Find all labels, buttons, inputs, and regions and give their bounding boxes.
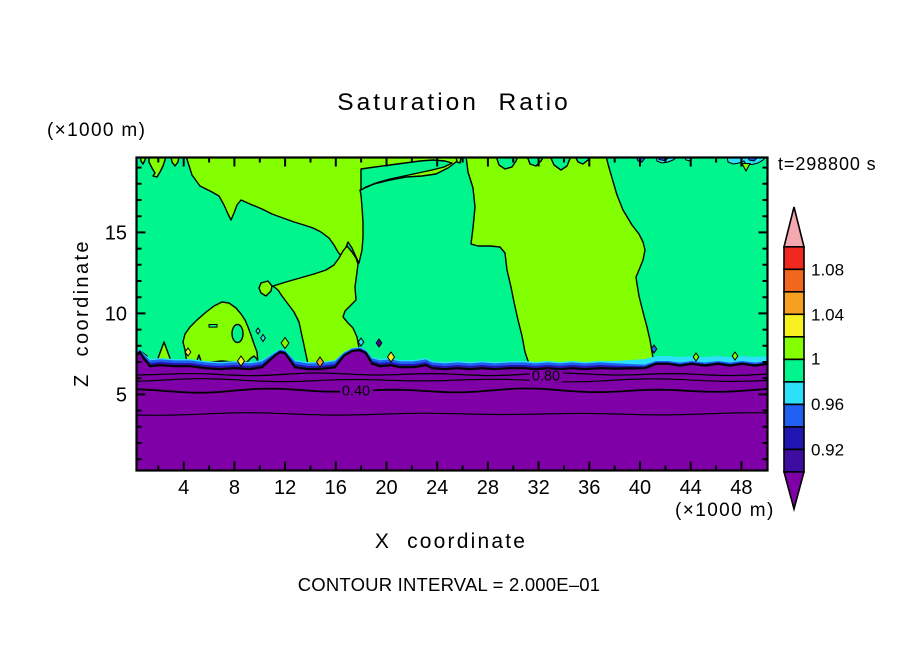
svg-text:t=298800 s: t=298800 s	[778, 154, 877, 174]
svg-text:(×1000 m): (×1000 m)	[675, 500, 775, 521]
svg-text:10: 10	[105, 303, 127, 325]
svg-text:24: 24	[426, 477, 448, 499]
svg-text:8: 8	[229, 477, 240, 499]
svg-text:CONTOUR INTERVAL = 2.000E–01: CONTOUR INTERVAL = 2.000E–01	[298, 574, 601, 595]
svg-text:X coordinate: X coordinate	[375, 530, 527, 553]
svg-text:12: 12	[274, 477, 296, 499]
svg-text:1.04: 1.04	[811, 306, 844, 325]
svg-text:1: 1	[811, 349, 820, 368]
svg-text:5: 5	[116, 384, 127, 406]
svg-text:36: 36	[578, 477, 600, 499]
svg-text:15: 15	[105, 222, 127, 244]
svg-text:44: 44	[680, 477, 702, 499]
svg-text:0.80: 0.80	[532, 369, 560, 385]
svg-text:Saturation Ratio: Saturation Ratio	[337, 89, 571, 116]
svg-text:Z coordinate: Z coordinate	[71, 239, 93, 387]
svg-text:0.96: 0.96	[811, 395, 844, 414]
svg-text:40: 40	[629, 477, 651, 499]
svg-text:(×1000 m): (×1000 m)	[47, 120, 146, 141]
svg-text:0.40: 0.40	[342, 384, 370, 400]
svg-text:1.08: 1.08	[811, 260, 844, 279]
svg-text:0.92: 0.92	[811, 440, 844, 459]
svg-text:16: 16	[325, 477, 347, 499]
svg-text:48: 48	[730, 477, 752, 499]
svg-text:28: 28	[477, 477, 499, 499]
svg-text:32: 32	[527, 477, 549, 499]
svg-text:4: 4	[178, 477, 189, 499]
svg-text:20: 20	[375, 477, 397, 499]
